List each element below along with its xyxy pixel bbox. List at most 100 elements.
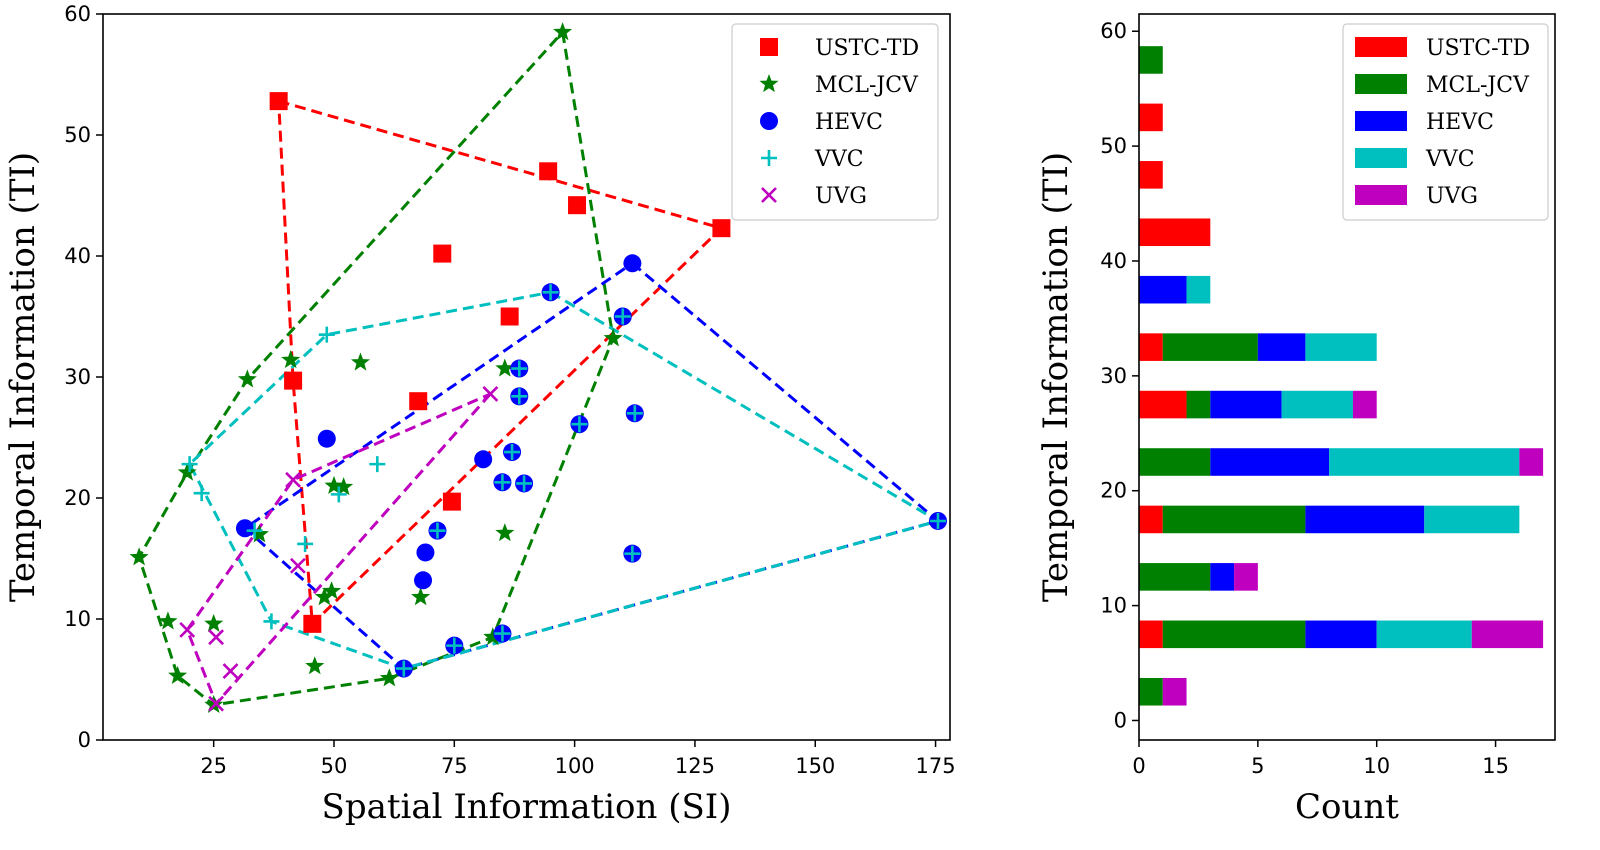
point-mcl-jcv-6: [177, 462, 197, 481]
point-uvg-4: [208, 629, 225, 646]
scatter-legend-label: VVC: [814, 147, 864, 172]
point-uvg-6-shape: [208, 695, 225, 712]
scatter-legend-marker-ustc-td-shape: [760, 38, 778, 56]
scatter-x-tick-label: 25: [200, 754, 227, 778]
point-uvg-5: [222, 663, 239, 679]
point-ustc-td-6-shape: [284, 371, 303, 390]
point-vvc-12: [193, 485, 210, 502]
point-vvc-11-shape: [516, 475, 533, 492]
scatter-x-tick-label: 125: [675, 754, 715, 778]
point-ustc-td-3-shape: [712, 219, 731, 238]
point-mcl-jcv-12-shape: [322, 581, 342, 600]
bar-mcl-jcv-bin-6: [1162, 333, 1258, 361]
scatter-x-tick-label: 50: [321, 754, 348, 778]
bar-ustc-td-bin-8: [1139, 218, 1211, 247]
point-mcl-jcv-20: [379, 668, 399, 687]
point-mcl-jcv-10: [495, 523, 515, 542]
point-vvc-6: [626, 405, 643, 422]
scatter-x-tick-label: 150: [795, 754, 835, 778]
point-mcl-jcv-2-shape: [281, 350, 301, 369]
scatter-legend-label: UVG: [815, 184, 867, 209]
bar-hevc-bin-3: [1305, 505, 1425, 534]
point-vvc-13-shape: [330, 486, 347, 503]
histogram-legend-swatch-mcl-jcv: [1355, 74, 1407, 94]
point-vvc-20-shape: [446, 637, 463, 654]
scatter-x-tick-label: 75: [441, 754, 468, 778]
hull-hevc: [242, 262, 942, 671]
bar-hevc-bin-4: [1210, 448, 1330, 476]
histogram-y-tick-label: 0: [1114, 708, 1127, 732]
scatter-legend-marker-hevc: [760, 112, 778, 130]
point-hevc-17-shape: [414, 571, 433, 590]
bar-vvc-bin-1: [1376, 620, 1472, 649]
scatter-legend-label: MCL-JCV: [815, 73, 919, 98]
histogram-legend-swatch-ustc-td: [1355, 37, 1407, 57]
point-hevc-8-shape: [474, 450, 493, 469]
point-uvg-0: [482, 386, 499, 402]
histogram-y-tick-label: 60: [1100, 19, 1127, 43]
point-ustc-td-4-shape: [433, 244, 452, 263]
point-ustc-td-1: [539, 162, 558, 181]
bar-ustc-td-bin-9: [1139, 161, 1163, 189]
scatter-x-tick-label: 100: [555, 754, 595, 778]
point-vvc-2: [318, 326, 335, 343]
point-mcl-jcv-17: [483, 627, 503, 646]
bar-uvg-bin-0: [1162, 677, 1187, 706]
point-vvc-18-shape: [624, 545, 641, 562]
point-mcl-jcv-21-shape: [204, 694, 224, 713]
scatter-legend-label: USTC-TD: [815, 36, 919, 61]
point-uvg-0-shape: [482, 386, 499, 402]
point-vvc-21: [494, 625, 511, 642]
point-ustc-td-2-shape: [568, 196, 587, 215]
point-vvc-9: [369, 456, 386, 473]
point-hevc-12-shape: [235, 519, 254, 538]
point-vvc-21-shape: [494, 625, 511, 642]
point-mcl-jcv-1-shape: [603, 328, 623, 347]
point-ustc-td-2: [568, 196, 587, 215]
histogram-y-tick-label: 10: [1100, 594, 1127, 618]
point-hevc-5: [317, 429, 336, 448]
point-vvc-7: [504, 444, 521, 461]
point-mcl-jcv-7-shape: [324, 475, 344, 494]
histogram-legend: USTC-TD MCL-JCV HEVC VVC UVG: [1342, 23, 1549, 221]
point-hevc-0: [623, 254, 642, 273]
point-uvg-4-shape: [208, 629, 225, 646]
scatter-x-axis-title: Spatial Information (SI): [322, 787, 732, 827]
point-vvc-18: [624, 545, 641, 562]
point-vvc-20: [446, 637, 463, 654]
point-vvc-12-shape: [193, 485, 210, 502]
point-ustc-td-7: [409, 392, 428, 411]
point-vvc-22: [395, 660, 412, 677]
bar-hevc-bin-2: [1210, 563, 1235, 591]
scatter-y-axis-title: Temporal Information (TI): [3, 152, 43, 602]
histogram-legend-label: UVG: [1426, 184, 1478, 209]
point-mcl-jcv-18: [305, 656, 325, 675]
point-ustc-td-9-shape: [303, 614, 322, 633]
point-mcl-jcv-4: [237, 369, 257, 388]
histogram-y-tick-label: 30: [1100, 364, 1127, 388]
point-mcl-jcv-3-shape: [350, 352, 370, 371]
point-mcl-jcv-1: [603, 328, 623, 347]
bar-ustc-td-bin-6: [1139, 333, 1163, 361]
point-ustc-td-7-shape: [409, 392, 428, 411]
point-ustc-td-4: [433, 244, 452, 263]
histogram-x-tick-label: 0: [1132, 754, 1145, 778]
bar-hevc-bin-7: [1139, 275, 1187, 304]
point-mcl-jcv-9-shape: [249, 524, 269, 543]
point-vvc-4-shape: [511, 388, 528, 405]
point-ustc-td-1-shape: [539, 162, 558, 181]
point-ustc-td-0: [269, 92, 288, 111]
point-uvg-2-shape: [289, 557, 306, 574]
point-vvc-22-shape: [395, 660, 412, 677]
point-hevc-5-shape: [317, 429, 336, 448]
histogram-legend-label: MCL-JCV: [1426, 73, 1530, 98]
point-hevc-15: [416, 543, 435, 562]
point-vvc-10-shape: [494, 474, 511, 491]
bar-vvc-bin-3: [1424, 505, 1520, 534]
point-mcl-jcv-16-shape: [204, 613, 224, 632]
point-vvc-6-shape: [626, 405, 643, 422]
point-vvc-17: [297, 535, 314, 552]
point-uvg-1-shape: [285, 471, 302, 488]
bar-vvc-bin-7: [1186, 275, 1211, 304]
